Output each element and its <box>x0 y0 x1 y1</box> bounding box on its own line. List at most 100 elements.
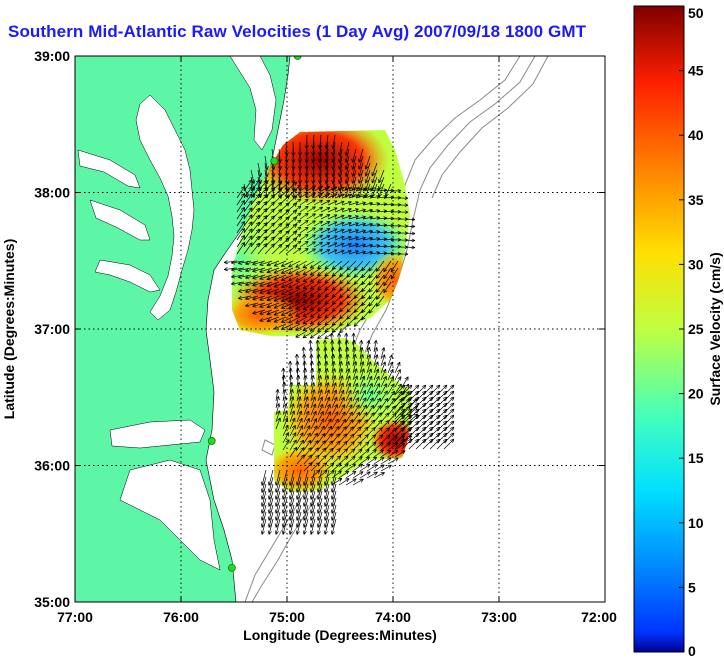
velocity-arrow <box>313 234 324 241</box>
velocity-arrow <box>273 309 287 316</box>
velocity-arrow <box>309 274 322 283</box>
velocity-arrow <box>302 288 315 297</box>
velocity-arrow <box>313 206 324 213</box>
velocity-arrow <box>245 288 259 294</box>
velocity-arrow <box>436 414 448 426</box>
grid-lines <box>75 56 605 602</box>
x-tick-label: 75:00 <box>269 609 305 625</box>
velocity-arrow <box>230 267 245 272</box>
velocity-arrow <box>359 471 371 479</box>
velocity-arrow <box>404 231 416 236</box>
x-tick-label: 74:00 <box>375 609 411 625</box>
velocity-arrow <box>359 368 365 381</box>
velocity-arrow <box>317 411 324 423</box>
velocity-arrow <box>338 411 346 423</box>
velocity-arrow <box>355 236 366 241</box>
velocity-arrow <box>308 346 314 360</box>
velocity-arrow <box>295 518 302 535</box>
velocity-arrow <box>236 199 246 213</box>
velocity-arrow <box>331 404 338 416</box>
velocity-arrow <box>394 450 406 458</box>
velocity-arrow <box>331 411 339 423</box>
velocity-arrow <box>316 518 323 535</box>
velocity-arrow <box>236 213 246 227</box>
velocity-arrow <box>302 360 307 374</box>
velocity-arrow <box>415 396 427 408</box>
velocity-arrow <box>422 432 434 444</box>
velocity-arrow <box>302 295 315 304</box>
x-tick-label: 73:00 <box>481 609 517 625</box>
velocity-arrow <box>230 260 245 265</box>
velocity-arrow <box>387 390 396 402</box>
velocity-arrow <box>295 295 308 303</box>
velocity-arrow <box>309 302 322 311</box>
velocity-arrow <box>390 188 402 193</box>
albemarle-sound <box>109 419 206 449</box>
velocity-arrow <box>313 241 324 248</box>
velocity-arrow <box>404 224 416 229</box>
velocity-arrow <box>394 426 406 438</box>
velocity-arrow <box>264 243 275 255</box>
velocity-arrow <box>288 360 293 374</box>
velocity-arrow <box>334 186 345 192</box>
velocity-arrow <box>310 440 319 451</box>
velocity-arrow <box>339 323 350 334</box>
velocity-arrow <box>288 302 301 310</box>
velocity-arrow <box>341 200 352 206</box>
velocity-arrow <box>331 418 339 430</box>
velocity-arrow <box>436 390 448 402</box>
velocity-arrow <box>359 354 364 367</box>
velocity-arrow <box>383 281 392 294</box>
velocity-arrow <box>306 206 316 213</box>
velocity-arrow <box>327 186 338 192</box>
velocity-arrow <box>324 389 330 402</box>
velocity-arrow <box>401 420 413 432</box>
velocity-arrow <box>443 432 455 444</box>
velocity-arrow <box>338 470 350 479</box>
velocity-arrow <box>282 403 288 416</box>
velocity-arrow <box>397 252 409 256</box>
velocity-arrow <box>331 462 342 472</box>
velocity-arrow <box>327 200 338 206</box>
velocity-arrow <box>355 194 366 199</box>
velocity-arrow <box>289 417 296 430</box>
velocity-arrow <box>313 192 324 199</box>
velocity-arrow <box>285 230 298 241</box>
velocity-arrow <box>299 199 309 206</box>
velocity-arrow <box>330 518 337 535</box>
velocity-arrow <box>280 316 294 323</box>
velocity-arrow <box>289 446 298 458</box>
velocity-arrow <box>285 223 298 234</box>
velocity-arrow <box>280 267 294 274</box>
velocity-arrow <box>394 402 406 414</box>
velocity-arrow <box>299 206 309 213</box>
velocity-arrow <box>355 187 366 192</box>
velocity-arrow <box>355 208 366 213</box>
velocity-arrow <box>302 309 315 318</box>
bay-tributary <box>94 259 161 293</box>
velocity-arrow <box>359 404 367 416</box>
y-tick-label: 35:00 <box>34 594 70 610</box>
velocity-arrow <box>380 397 389 409</box>
velocity-arrow <box>273 302 287 309</box>
velocity-arrow <box>320 193 331 199</box>
velocity-arrow <box>309 309 322 318</box>
velocity-arrow <box>334 214 345 220</box>
velocity-arrow <box>341 207 352 213</box>
velocity-arrow <box>394 384 406 396</box>
radar-station-marker <box>207 437 216 445</box>
velocity-arrow <box>243 207 253 220</box>
velocity-arrow <box>366 397 374 409</box>
velocity-arrow <box>310 418 318 430</box>
velocity-arrow <box>352 368 358 381</box>
velocity-arrow <box>257 243 268 255</box>
velocity-arrow <box>295 309 308 317</box>
velocity-arrow <box>380 427 391 437</box>
velocity-arrow <box>288 367 293 381</box>
velocity-arrow <box>394 361 401 374</box>
velocity-arrow <box>259 260 273 266</box>
velocity-arrow <box>282 396 288 409</box>
velocity-arrow <box>250 221 261 234</box>
velocity-arrow <box>271 229 283 241</box>
velocity-arrow <box>355 250 366 255</box>
